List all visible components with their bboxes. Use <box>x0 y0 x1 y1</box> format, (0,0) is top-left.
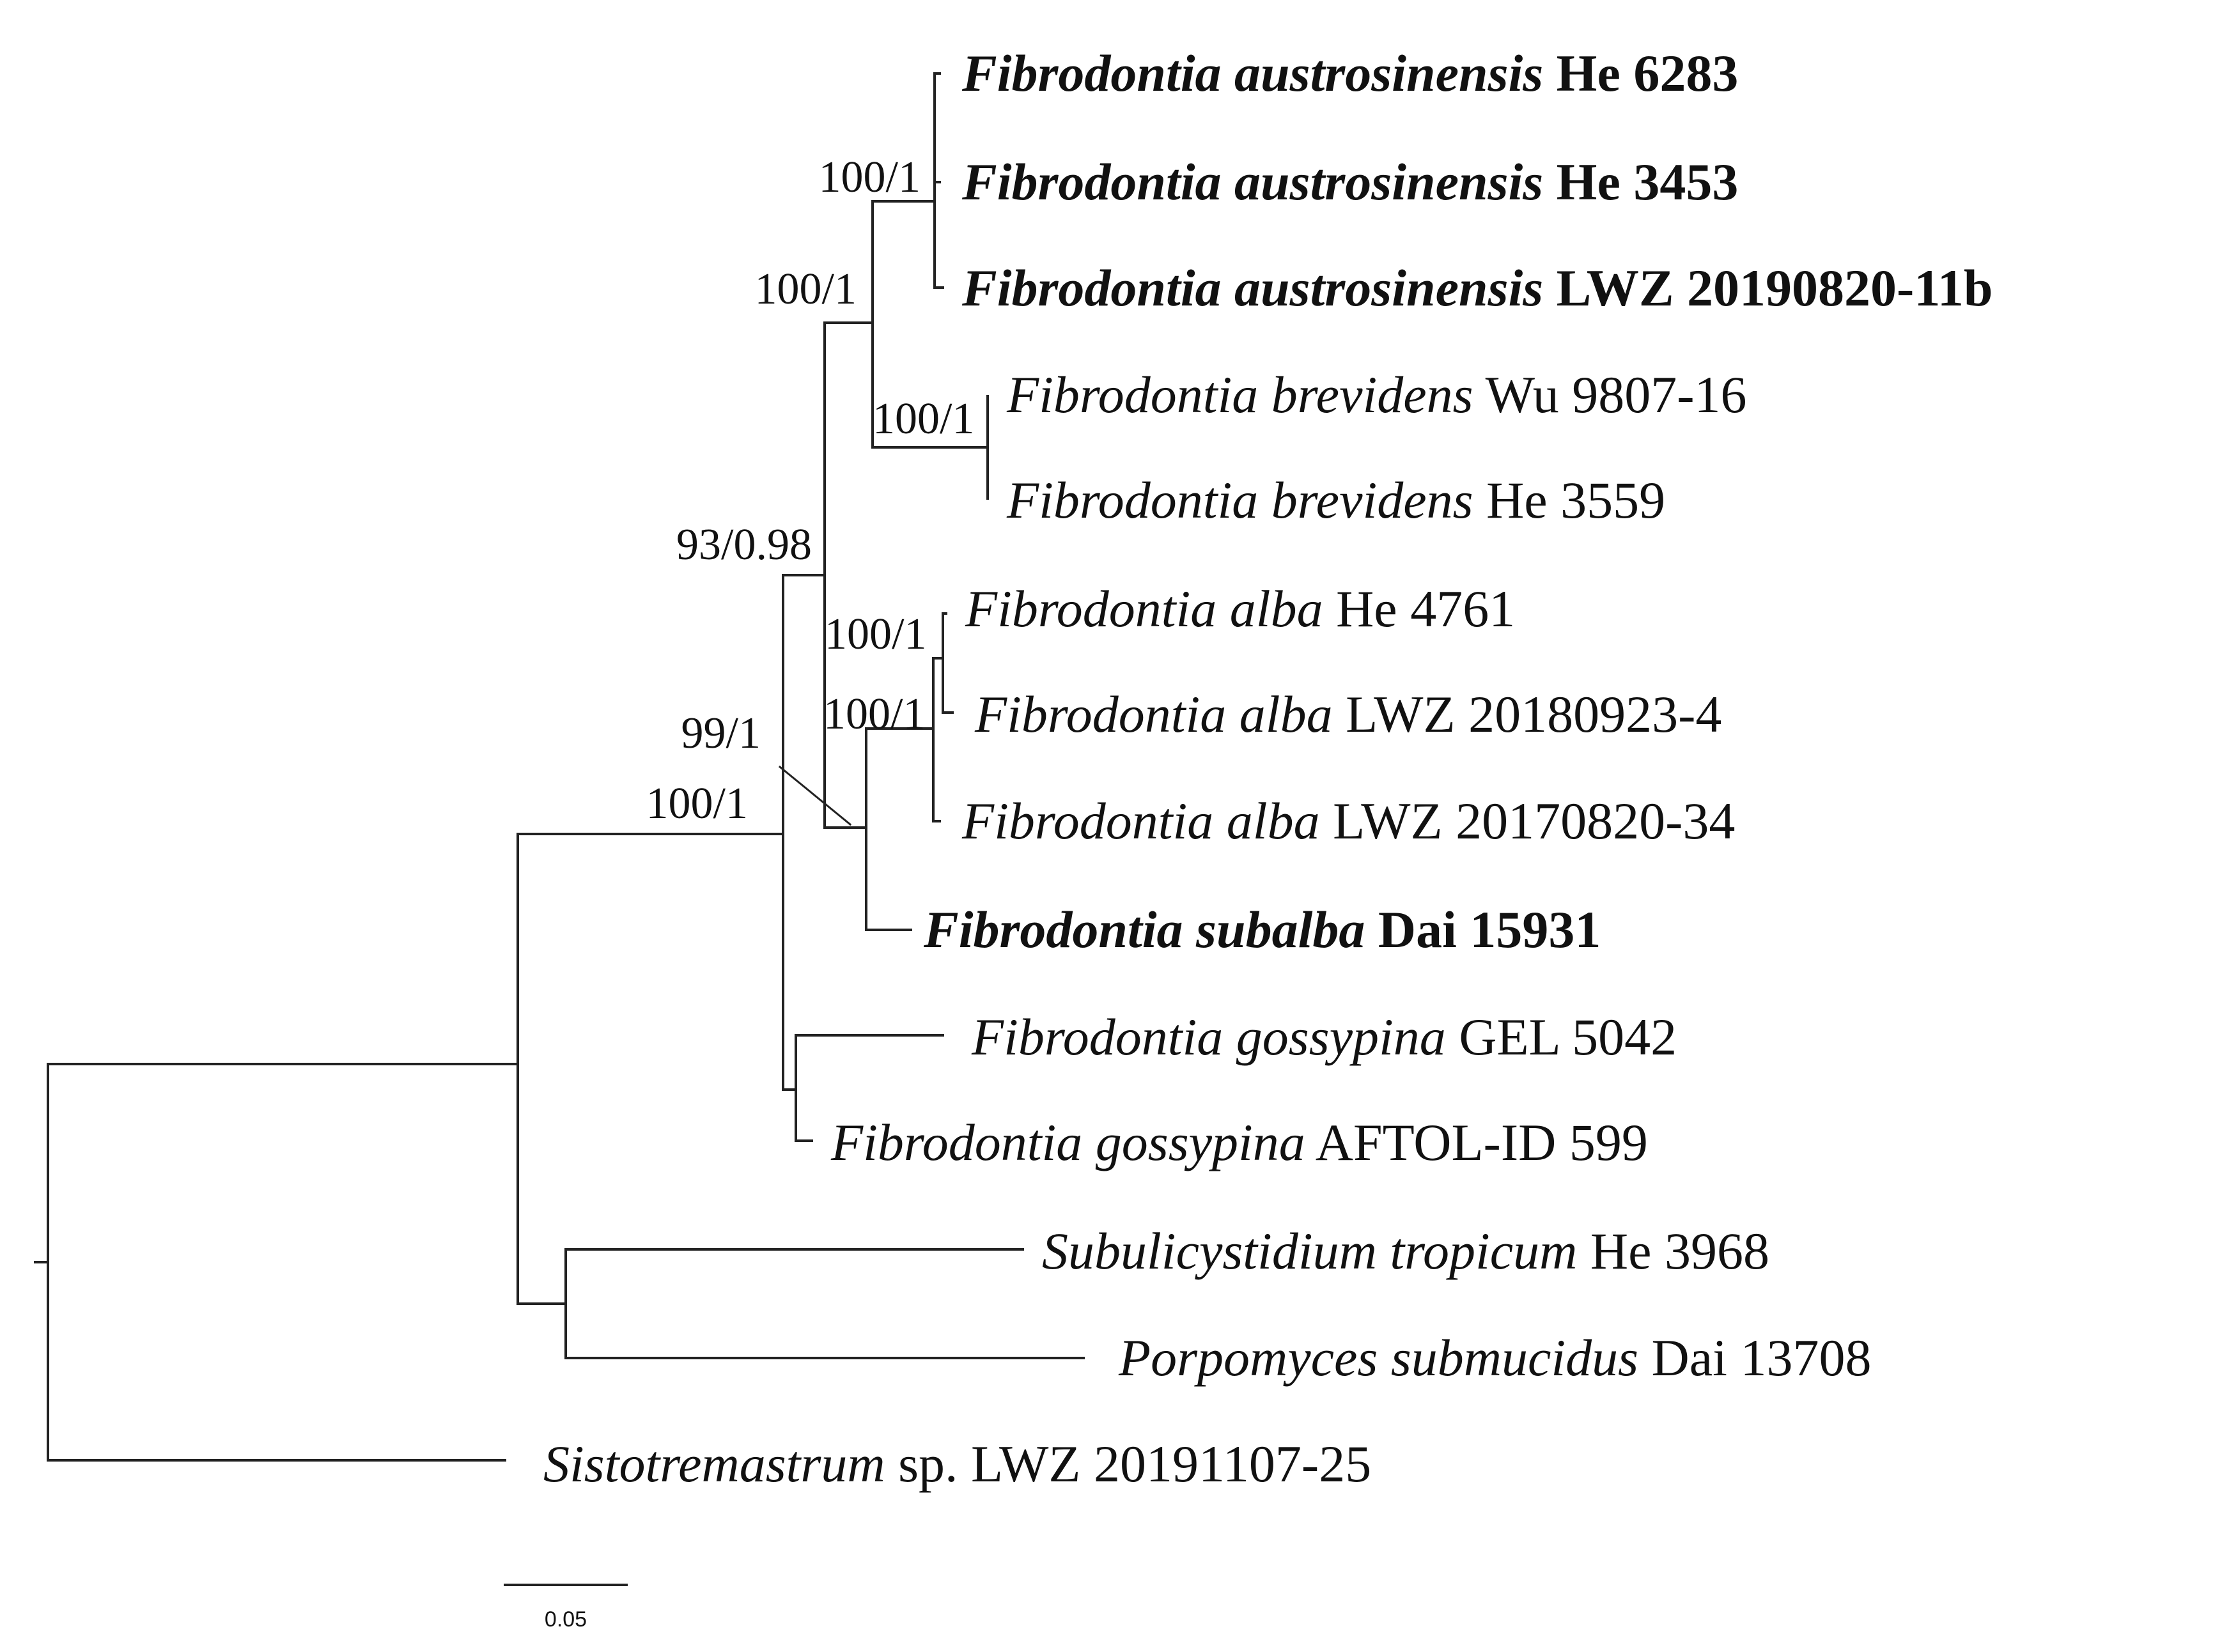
tip-label-austrosinensis-lwz: Fibrodontia austrosinensis LWZ 20190820-… <box>961 259 1993 317</box>
tip-label-brevidens-wu: Fibrodontia brevidens Wu 9807-16 <box>1006 366 1747 424</box>
support-austrosinensis: 100/1 <box>819 153 921 202</box>
support-leader-line <box>778 765 852 826</box>
support-alba: 100/1 <box>823 690 925 739</box>
support-core: 93/0.98 <box>676 520 812 569</box>
tip-label-alba-he4761: Fibrodontia alba He 4761 <box>965 580 1515 638</box>
tip-label-gossypina-gel: Fibrodontia gossypina GEL 5042 <box>971 1008 1677 1066</box>
support-alba-pair: 100/1 <box>825 610 926 659</box>
tree-branches <box>34 72 1085 1462</box>
scale-bar: 0.05 <box>504 1584 628 1632</box>
tip-labels: Fibrodontia austrosinensis He 6283 Fibro… <box>543 44 1993 1493</box>
tip-label-sistotremastrum: Sistotremastrum sp. LWZ 20191107-25 <box>543 1435 1371 1493</box>
tip-label-gossypina-aftol: Fibrodontia gossypina AFTOL-ID 599 <box>830 1113 1648 1171</box>
tip-label-alba-lwz2017: Fibrodontia alba LWZ 20170820-34 <box>961 792 1735 850</box>
tip-label-austrosinensis-he6283: Fibrodontia austrosinensis He 6283 <box>961 44 1738 102</box>
tip-label-alba-lwz2018: Fibrodontia alba LWZ 20180923-4 <box>974 685 1721 743</box>
tip-label-subalba-dai: Fibrodontia subalba Dai 15931 <box>923 900 1601 959</box>
tip-label-brevidens-he3559: Fibrodontia brevidens He 3559 <box>1006 471 1665 529</box>
support-brevidens: 100/1 <box>873 394 974 444</box>
support-alba-subalba: 99/1 <box>681 709 761 758</box>
support-labels: 100/1 100/1 100/1 93/0.98 100/1 100/1 99… <box>646 153 975 828</box>
tip-label-subulicystidium: Subulicystidium tropicum He 3968 <box>1042 1222 1769 1280</box>
support-austro-brev: 100/1 <box>755 265 857 314</box>
support-fibrodontia: 100/1 <box>646 779 748 828</box>
tip-label-austrosinensis-he3453: Fibrodontia austrosinensis He 3453 <box>961 153 1738 211</box>
tip-label-porpomyces: Porpomyces submucidus Dai 13708 <box>1118 1329 1871 1387</box>
scale-bar-label: 0.05 <box>545 1607 587 1632</box>
